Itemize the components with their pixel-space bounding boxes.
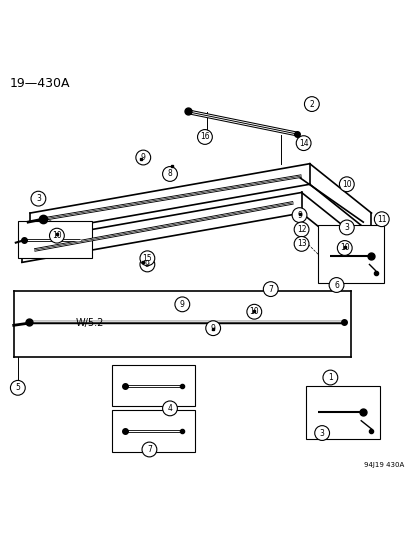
Text: 11: 11 bbox=[376, 215, 386, 224]
Circle shape bbox=[292, 208, 306, 222]
Circle shape bbox=[50, 228, 64, 243]
Circle shape bbox=[10, 381, 25, 395]
Text: 15: 15 bbox=[142, 254, 152, 263]
Circle shape bbox=[135, 150, 150, 165]
Circle shape bbox=[294, 237, 308, 251]
Text: 13: 13 bbox=[296, 239, 306, 248]
Text: 14: 14 bbox=[298, 139, 308, 148]
Circle shape bbox=[205, 321, 220, 336]
Circle shape bbox=[162, 167, 177, 181]
Circle shape bbox=[246, 304, 261, 319]
Circle shape bbox=[322, 370, 337, 385]
Text: 3: 3 bbox=[319, 429, 324, 438]
Circle shape bbox=[175, 297, 189, 312]
Text: 2: 2 bbox=[309, 100, 313, 109]
Circle shape bbox=[314, 426, 329, 440]
Text: 6: 6 bbox=[333, 280, 338, 289]
Circle shape bbox=[337, 240, 351, 255]
Text: 9: 9 bbox=[210, 324, 215, 333]
Text: 5: 5 bbox=[15, 383, 20, 392]
Bar bbox=[112, 365, 194, 406]
Bar bbox=[317, 225, 383, 283]
Text: 8: 8 bbox=[167, 169, 172, 179]
Bar bbox=[305, 386, 379, 439]
Text: 10: 10 bbox=[52, 231, 62, 240]
Circle shape bbox=[263, 282, 278, 296]
Text: 16: 16 bbox=[199, 133, 209, 141]
Text: 9: 9 bbox=[140, 153, 145, 162]
Text: 3: 3 bbox=[344, 223, 349, 232]
Text: 9: 9 bbox=[145, 260, 150, 269]
Text: 7: 7 bbox=[268, 285, 273, 294]
Text: 3: 3 bbox=[36, 194, 41, 203]
Circle shape bbox=[339, 220, 354, 235]
Circle shape bbox=[373, 212, 388, 227]
Text: 4: 4 bbox=[167, 404, 172, 413]
Text: 9: 9 bbox=[180, 300, 184, 309]
Circle shape bbox=[339, 177, 354, 192]
Text: 10: 10 bbox=[249, 307, 259, 316]
Circle shape bbox=[197, 130, 212, 144]
Text: 19—430A: 19—430A bbox=[9, 77, 70, 90]
Circle shape bbox=[162, 401, 177, 416]
Bar bbox=[18, 221, 92, 259]
Circle shape bbox=[140, 251, 154, 265]
Text: 10: 10 bbox=[341, 180, 351, 189]
Text: 1: 1 bbox=[327, 373, 332, 382]
Text: 94J19 430A: 94J19 430A bbox=[363, 462, 404, 468]
Circle shape bbox=[142, 442, 157, 457]
Text: W/5.2: W/5.2 bbox=[75, 318, 104, 328]
Circle shape bbox=[140, 257, 154, 272]
Text: 9: 9 bbox=[297, 211, 301, 220]
Circle shape bbox=[31, 191, 46, 206]
Circle shape bbox=[294, 222, 308, 237]
Circle shape bbox=[296, 136, 310, 150]
Circle shape bbox=[304, 96, 318, 111]
Text: 12: 12 bbox=[296, 225, 306, 234]
Circle shape bbox=[328, 278, 343, 293]
Bar bbox=[112, 410, 194, 451]
Text: 7: 7 bbox=[147, 445, 152, 454]
Text: 10: 10 bbox=[339, 244, 349, 253]
